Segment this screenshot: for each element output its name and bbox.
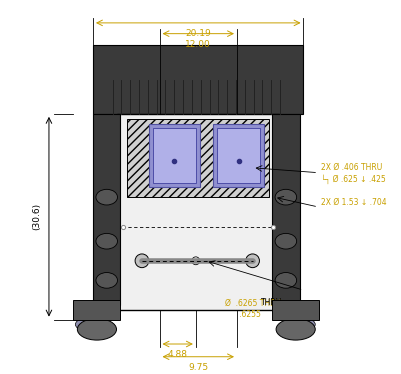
Text: 2X Ø .406 THRU: 2X Ø .406 THRU — [321, 163, 383, 172]
Bar — [93, 45, 304, 114]
Bar — [93, 114, 120, 305]
Text: 9.75: 9.75 — [188, 363, 208, 372]
Text: .6255: .6255 — [232, 310, 261, 319]
Ellipse shape — [75, 319, 89, 329]
Ellipse shape — [96, 233, 117, 249]
Bar — [117, 114, 279, 310]
Text: Ø  .6265 THRU: Ø .6265 THRU — [225, 298, 281, 307]
Text: 2X Ø 1.53 ↓ .704: 2X Ø 1.53 ↓ .704 — [321, 197, 387, 206]
Bar — [153, 128, 196, 183]
Ellipse shape — [96, 189, 117, 205]
Text: 12.00: 12.00 — [185, 40, 211, 49]
Ellipse shape — [302, 319, 315, 329]
Bar — [217, 128, 260, 183]
Bar — [149, 124, 200, 187]
Bar — [272, 114, 300, 305]
Ellipse shape — [96, 273, 117, 288]
Ellipse shape — [276, 319, 315, 340]
Circle shape — [135, 254, 149, 268]
Ellipse shape — [275, 189, 297, 205]
Text: (30.6): (30.6) — [33, 203, 42, 230]
Ellipse shape — [77, 319, 117, 340]
Text: 20.19: 20.19 — [185, 29, 211, 38]
Ellipse shape — [275, 233, 297, 249]
Ellipse shape — [275, 273, 297, 288]
Circle shape — [246, 254, 259, 268]
Circle shape — [192, 257, 200, 265]
Bar — [272, 300, 319, 319]
Bar — [127, 119, 269, 197]
Text: └┐ Ø .625 ↓ .425: └┐ Ø .625 ↓ .425 — [321, 175, 386, 184]
Bar — [73, 300, 120, 319]
Bar — [213, 124, 264, 187]
Text: THRU: THRU — [261, 298, 283, 307]
Text: 4.88: 4.88 — [168, 350, 188, 359]
